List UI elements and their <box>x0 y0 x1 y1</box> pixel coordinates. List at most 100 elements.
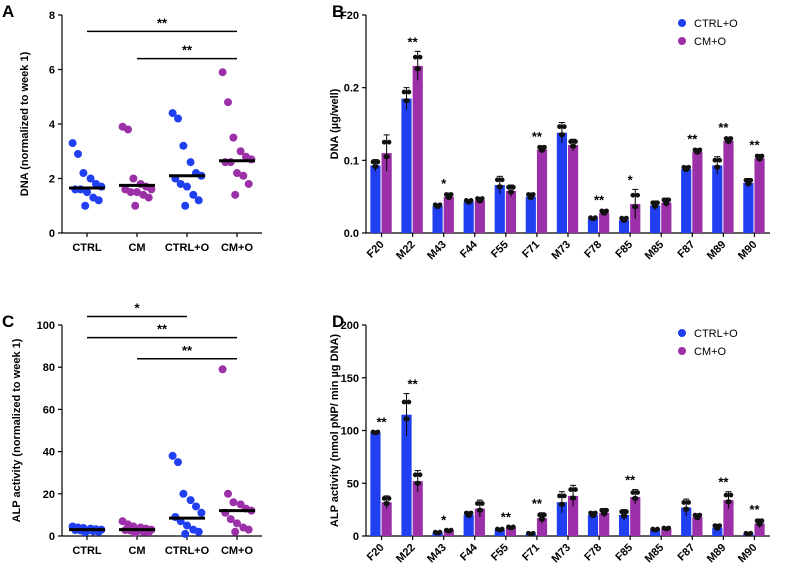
data-point <box>224 489 232 498</box>
bar-ctrl-o <box>463 514 474 536</box>
replicate-point <box>448 527 454 533</box>
replicate-point <box>573 139 578 144</box>
panel-a: A DNA (normalized to week 1) 0 2 4 6 8 CTRL CM CT… <box>2 2 262 254</box>
data-point <box>224 98 232 107</box>
significance-label: ** <box>157 322 168 337</box>
bar-ctrl-o <box>494 529 505 536</box>
bar-ctrl-o <box>618 219 630 233</box>
significance-label: ** <box>501 510 512 525</box>
replicate-point <box>748 530 754 536</box>
bar-cm-o <box>630 203 641 233</box>
replicate-point <box>697 512 703 518</box>
legend-marker <box>678 37 686 45</box>
data-point <box>144 193 153 202</box>
x-tick-label: F44 <box>458 238 481 261</box>
replicate-point <box>561 493 567 499</box>
replicate-point <box>417 472 423 478</box>
x-tick-label: F78 <box>582 239 604 261</box>
replicate-point <box>510 524 516 530</box>
x-tick-label: M90 <box>736 542 760 566</box>
replicate-point <box>715 164 721 170</box>
legend-marker <box>678 19 686 27</box>
bar-ctrl-o <box>370 432 381 536</box>
data-point <box>229 498 238 507</box>
bar-ctrl-o <box>712 527 723 536</box>
x-tick-label: M85 <box>643 239 667 263</box>
data-point <box>194 196 203 205</box>
replicate-point <box>530 192 536 197</box>
y-tick-label: 6 <box>49 65 55 77</box>
y-tick-label: 20 <box>43 489 55 501</box>
y-tick-label: 0.0 <box>344 228 359 240</box>
replicate-point <box>723 492 729 498</box>
y-tick-label: F20 <box>340 10 359 22</box>
y-axis-label: DNA (µg/well) <box>329 88 341 159</box>
data-point <box>68 139 77 148</box>
bar-cm-o <box>505 527 517 536</box>
x-tick-label: M73 <box>549 542 573 566</box>
y-tick-label: 50 <box>347 478 359 490</box>
replicate-point <box>557 493 562 499</box>
replicate-point <box>622 513 628 519</box>
replicate-point <box>717 523 723 529</box>
replicate-point <box>478 507 484 513</box>
x-tick-label: M22 <box>394 239 418 263</box>
replicate-point <box>604 208 609 214</box>
bar-ctrl-o <box>743 182 754 233</box>
data-point <box>81 201 90 210</box>
bar-cm-o <box>599 212 610 233</box>
data-point <box>129 174 138 183</box>
bar-ctrl-o <box>401 98 412 233</box>
significance-label: ** <box>532 496 543 511</box>
data-point <box>133 188 141 197</box>
y-tick-label: 0.2 <box>344 83 359 95</box>
x-tick-label: CM+O <box>221 242 254 254</box>
replicate-point <box>681 500 687 505</box>
bar-ctrl-o <box>587 514 599 536</box>
significance-label: * <box>441 513 447 528</box>
data-point <box>239 171 248 180</box>
bar-ctrl-o <box>587 218 599 233</box>
replicate-point <box>437 202 443 208</box>
bar-cm-o <box>474 200 485 233</box>
panel-label-c: C <box>2 312 14 331</box>
x-tick-label: M85 <box>643 542 667 566</box>
x-tick-label: M89 <box>705 542 729 566</box>
replicate-point <box>537 512 543 518</box>
data-point <box>229 133 238 142</box>
replicate-point <box>568 139 574 144</box>
significance-label: * <box>441 176 447 191</box>
data-point <box>226 515 235 524</box>
y-tick-label: 0 <box>49 228 55 240</box>
data-point <box>186 158 195 167</box>
replicate-point <box>573 487 578 492</box>
data-point <box>233 169 241 178</box>
data-point <box>183 182 191 191</box>
y-axis-label: DNA (normalized to week 1) <box>19 51 31 196</box>
data-point <box>192 502 200 511</box>
data-point <box>244 179 253 188</box>
bar-cm-o <box>692 517 703 536</box>
y-tick-label: 4 <box>49 119 56 131</box>
bar-cm-o <box>568 495 579 536</box>
x-tick-label: CTRL+O <box>165 545 210 557</box>
y-tick-label: 0 <box>49 531 55 543</box>
data-point <box>186 496 195 505</box>
x-tick-label: F71 <box>520 239 542 261</box>
y-tick-label: 0.1 <box>344 155 359 167</box>
x-tick-label: F20 <box>365 542 387 564</box>
replicate-point <box>633 496 639 501</box>
replicate-point <box>540 516 546 522</box>
replicate-point <box>542 144 547 150</box>
data-point <box>168 109 177 118</box>
x-tick-label: CTRL+O <box>165 242 210 254</box>
significance-label: * <box>134 301 140 316</box>
replicate-point <box>571 143 577 149</box>
significance-label: ** <box>157 15 168 30</box>
panel-d: D ALP activity (nmol pNP/ min µg DNA) 0 50 1… <box>329 312 770 565</box>
significance-label: ** <box>718 120 729 135</box>
bar-cm-o <box>412 65 423 233</box>
replicate-point <box>530 530 536 536</box>
legend-marker <box>678 347 686 355</box>
replicate-point <box>686 500 692 505</box>
